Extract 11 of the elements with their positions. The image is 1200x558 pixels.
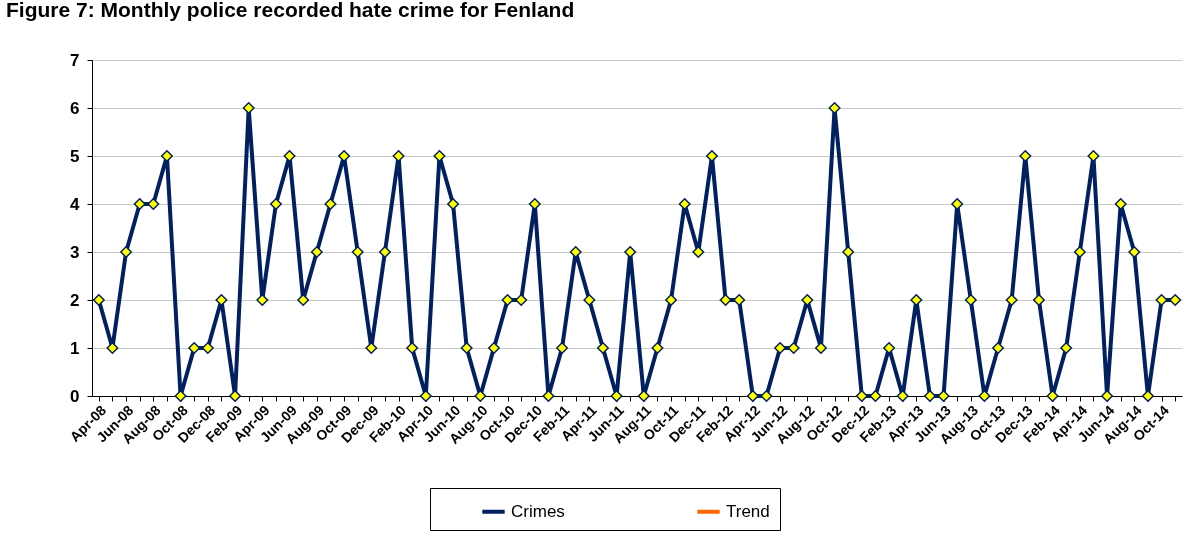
y-tick-label: 7 [70,50,80,70]
y-tick-label: 2 [70,290,80,310]
y-tick-label: 4 [70,194,81,214]
chart-title: Figure 7: Monthly police recorded hate crime for Fenland [6,0,575,21]
y-tick-label: 3 [70,242,80,262]
y-tick-label: 5 [70,146,80,166]
legend-label: Trend [726,501,770,521]
legend-label: Crimes [511,501,565,521]
y-tick-label: 0 [70,386,80,406]
y-tick-label: 1 [70,338,80,358]
y-tick-label: 6 [70,98,80,118]
